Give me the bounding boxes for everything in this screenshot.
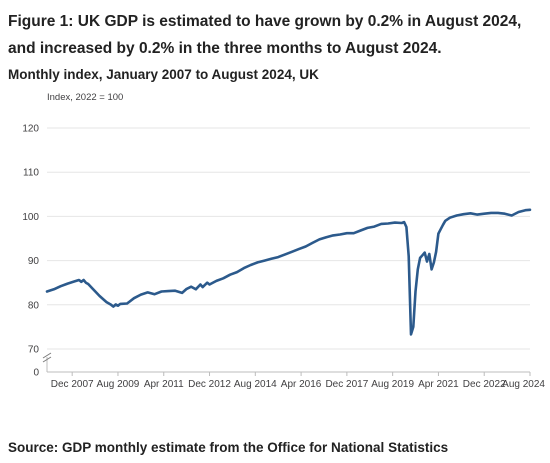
series-layer bbox=[45, 208, 532, 336]
gdp-index-series-line bbox=[45, 208, 532, 336]
x-tick-label: Aug 2014 bbox=[234, 379, 277, 390]
x-tick-label: Dec 2017 bbox=[325, 379, 368, 390]
y-tick-label: 70 bbox=[28, 345, 40, 356]
x-tick-label: Dec 2012 bbox=[188, 379, 231, 390]
gdp-line-chart: 0 70 80 90 100 110 120 Dec 2007 Aug 2009 Apr 2011… bbox=[22, 92, 545, 391]
x-tick-label: Dec 2007 bbox=[51, 379, 94, 390]
x-tick-label: Apr 2011 bbox=[144, 379, 184, 390]
y-axis-unit-label: Index, 2022 = 100 bbox=[47, 92, 123, 103]
y-tick-label: 90 bbox=[28, 256, 40, 267]
figure-title: Figure 1: UK GDP is estimated to have gr… bbox=[8, 13, 522, 57]
y-tick-label: 0 bbox=[33, 368, 39, 379]
x-tick-label: Dec 2022 bbox=[463, 379, 506, 390]
y-axis-break-icon bbox=[42, 352, 52, 363]
y-tick-label: 120 bbox=[22, 124, 39, 135]
x-tick-label: Apr 2016 bbox=[281, 379, 322, 390]
x-tick-label: Aug 2019 bbox=[371, 379, 414, 390]
axes: 0 70 80 90 100 110 120 Dec 2007 Aug 2009 Apr 2011… bbox=[22, 124, 545, 391]
y-tick-label: 100 bbox=[22, 212, 39, 223]
y-tick-label: 110 bbox=[23, 168, 39, 179]
source-note: Source: GDP monthly estimate from the Of… bbox=[8, 440, 449, 455]
x-tick-label: Aug 2024 bbox=[502, 379, 545, 390]
figure-subtitle: Monthly index, January 2007 to August 20… bbox=[8, 67, 319, 82]
y-tick-label: 80 bbox=[28, 300, 40, 311]
x-tick-label: Apr 2021 bbox=[418, 379, 459, 390]
gridlines bbox=[47, 127, 530, 350]
x-tick-label: Aug 2009 bbox=[97, 379, 140, 390]
